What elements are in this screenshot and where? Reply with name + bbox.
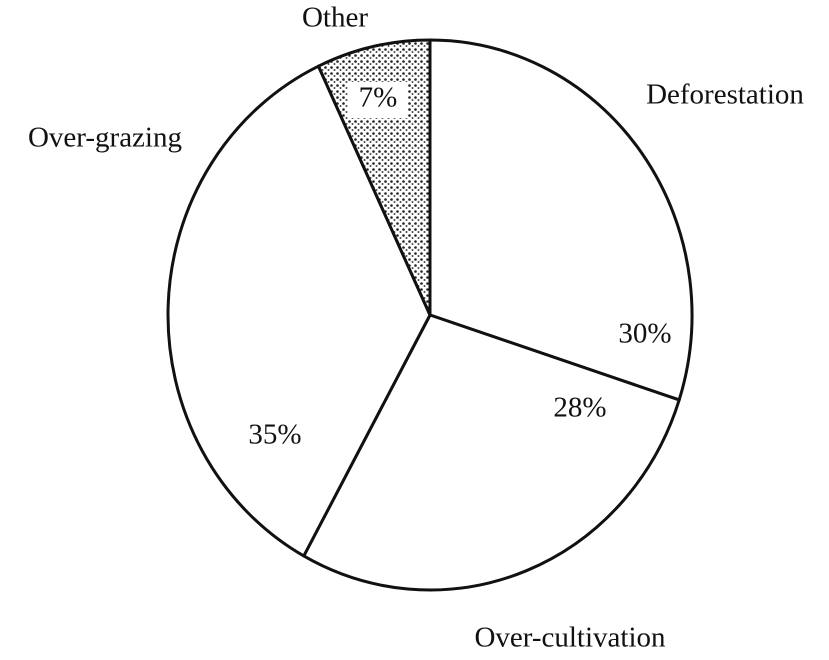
value-label: 28%: [553, 392, 606, 424]
value-label: 30%: [618, 318, 671, 350]
value-label: 35%: [248, 419, 301, 451]
value-label: 7%: [359, 82, 398, 114]
category-label: Over-grazing: [28, 122, 182, 154]
category-label: Other: [302, 2, 368, 34]
pie: [168, 40, 692, 590]
category-label: Over-cultivation: [474, 622, 666, 654]
category-label: Deforestation: [646, 79, 804, 111]
chart: Deforestation 30% Over-cultivation 28% Over-…: [0, 0, 829, 660]
